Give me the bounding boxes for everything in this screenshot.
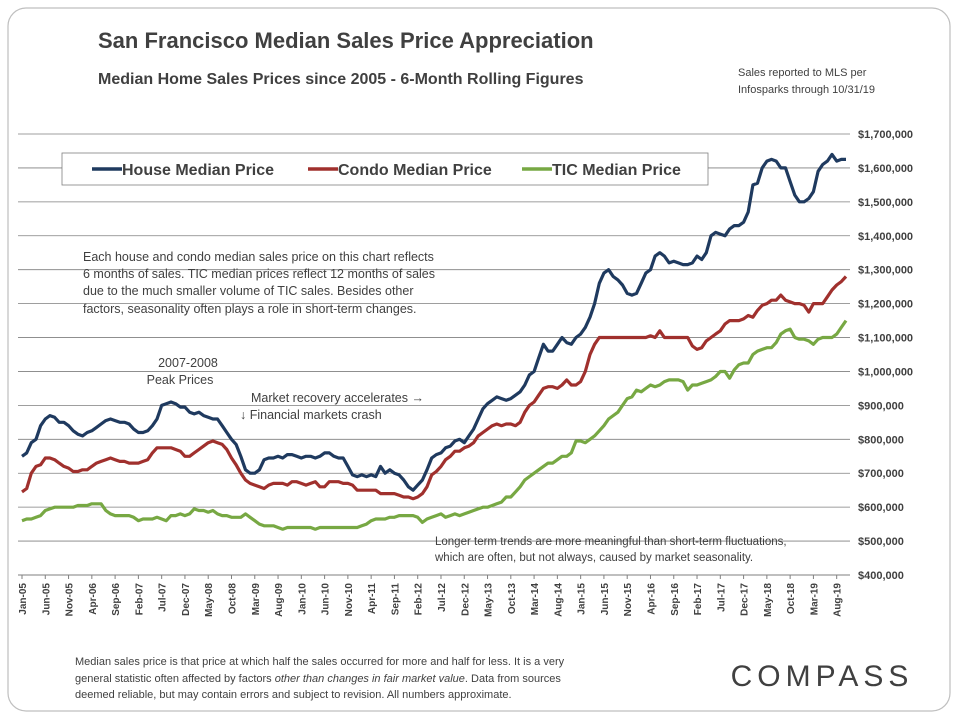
legend-box: [61, 152, 709, 186]
y-tick-label: $800,000: [858, 434, 904, 446]
annotation: Each house and condo median sales price …: [83, 250, 434, 264]
x-tick-label: Jan-10: [297, 583, 308, 615]
x-tick-label: Nov-05: [65, 583, 76, 617]
x-tick-label: Oct-18: [786, 583, 797, 615]
y-tick-label: $900,000: [858, 400, 904, 412]
x-tick-label: Dec-17: [740, 583, 751, 616]
annotation: which are often, but not always, caused …: [434, 552, 753, 564]
plot: $400,000 $500,000 $600,000 $700,000 $800,000…: [18, 129, 913, 617]
footer-text: general statistic often affected by fact…: [75, 673, 275, 685]
x-tick-label: Dec-12: [460, 583, 471, 616]
annotation: 6 months of sales. TIC median prices ref…: [83, 267, 435, 281]
x-tick-label: Sep-06: [111, 583, 122, 616]
x-tick-label: Nov-10: [344, 583, 355, 617]
legend-label: TIC Median Price: [552, 162, 681, 179]
footer-text: . Data from sources: [465, 673, 561, 685]
x-tick-label: Jun-10: [321, 583, 332, 616]
legend-label: House Median Price: [122, 162, 274, 179]
series-line: [21, 152, 846, 492]
x-tick-label: Jun-15: [600, 583, 611, 616]
chart-subtitle: Median Home Sales Prices since 2005 - 6-…: [98, 71, 584, 88]
x-tick-label: Apr-11: [367, 583, 378, 615]
x-tick-label: Jun-05: [41, 583, 52, 616]
x-tick-label: Oct-08: [227, 583, 238, 615]
annotation: Longer term trends are more meaningful t…: [435, 536, 787, 548]
x-tick-label: Sep-16: [670, 583, 681, 616]
y-tick-label: $500,000: [858, 536, 904, 548]
annotation: Market recovery accelerates →: [251, 391, 424, 405]
x-tick-label: Dec-07: [181, 583, 192, 616]
annotations: Each house and condo median sales price …: [83, 250, 787, 564]
footer-text: deemed reliable, but may contain errors …: [75, 689, 512, 701]
y-tick-label: $600,000: [858, 502, 904, 514]
annotation: 2007-2008: [158, 356, 218, 370]
source-note: Infosparks through 10/31/19: [738, 84, 875, 96]
x-tick-label: May-13: [484, 583, 495, 617]
x-tick-label: Sep-11: [390, 583, 401, 616]
x-tick-label: May-08: [204, 583, 215, 617]
x-tick-label: Mar-09: [251, 583, 262, 616]
y-tick-label: $1,500,000: [858, 197, 913, 209]
annotation: Peak Prices: [147, 373, 214, 387]
footer-line: deemed reliable, but may contain errors …: [75, 689, 512, 701]
chart-title: San Francisco Median Sales Price Appreci…: [98, 28, 594, 53]
x-tick-label: Jul-17: [716, 583, 727, 612]
footer-text: other than changes in fair market value: [275, 673, 465, 685]
footer-text: Median sales price is that price at whic…: [75, 656, 565, 668]
annotation: ↓ Financial markets crash: [240, 408, 382, 422]
x-tick-label: Mar-19: [809, 583, 820, 616]
annotation: due to the much smaller volume of TIC sa…: [83, 284, 413, 298]
x-tick-label: Aug-19: [833, 583, 844, 617]
x-tick-label: Oct-13: [507, 583, 518, 615]
x-tick-label: Jan-15: [577, 583, 588, 615]
y-tick-label: $1,300,000: [858, 265, 913, 277]
y-tick-label: $1,600,000: [858, 163, 913, 175]
series-line: [21, 319, 848, 531]
footer-line: general statistic often affected by fact…: [75, 673, 561, 685]
x-tick-label: Feb-07: [134, 583, 145, 616]
x-tick-label: Jan-05: [18, 583, 29, 615]
footer-line: Median sales price is that price at whic…: [75, 656, 565, 668]
y-tick-label: $1,000,000: [858, 366, 913, 378]
series-line: [21, 275, 848, 501]
y-tick-label: $1,700,000: [858, 129, 913, 141]
x-tick-label: Aug-14: [553, 583, 564, 617]
x-tick-label: Apr-16: [646, 583, 657, 615]
y-tick-label: $1,200,000: [858, 299, 913, 311]
x-tick-label: May-18: [763, 583, 774, 617]
annotation: factors, seasonality often plays a role …: [83, 302, 417, 316]
x-tick-label: Mar-14: [530, 583, 541, 616]
x-tick-label: Feb-17: [693, 583, 704, 616]
source-note: Sales reported to MLS per: [738, 67, 867, 79]
x-tick-label: Jul-12: [437, 583, 448, 612]
x-tick-label: Feb-12: [414, 583, 425, 616]
y-tick-label: $1,100,000: [858, 333, 913, 345]
y-tick-label: $700,000: [858, 468, 904, 480]
y-tick-label: $1,400,000: [858, 231, 913, 243]
legend-label: Condo Median Price: [338, 162, 492, 179]
x-tick-label: Apr-06: [88, 583, 99, 615]
footer-note: Median sales price is that price at whic…: [75, 656, 565, 701]
x-tick-label: Aug-09: [274, 583, 285, 617]
x-tick-label: Nov-15: [623, 583, 634, 617]
logo: COMPASS: [731, 660, 914, 693]
x-tick-label: Jul-07: [158, 583, 169, 612]
y-tick-label: $400,000: [858, 570, 904, 582]
